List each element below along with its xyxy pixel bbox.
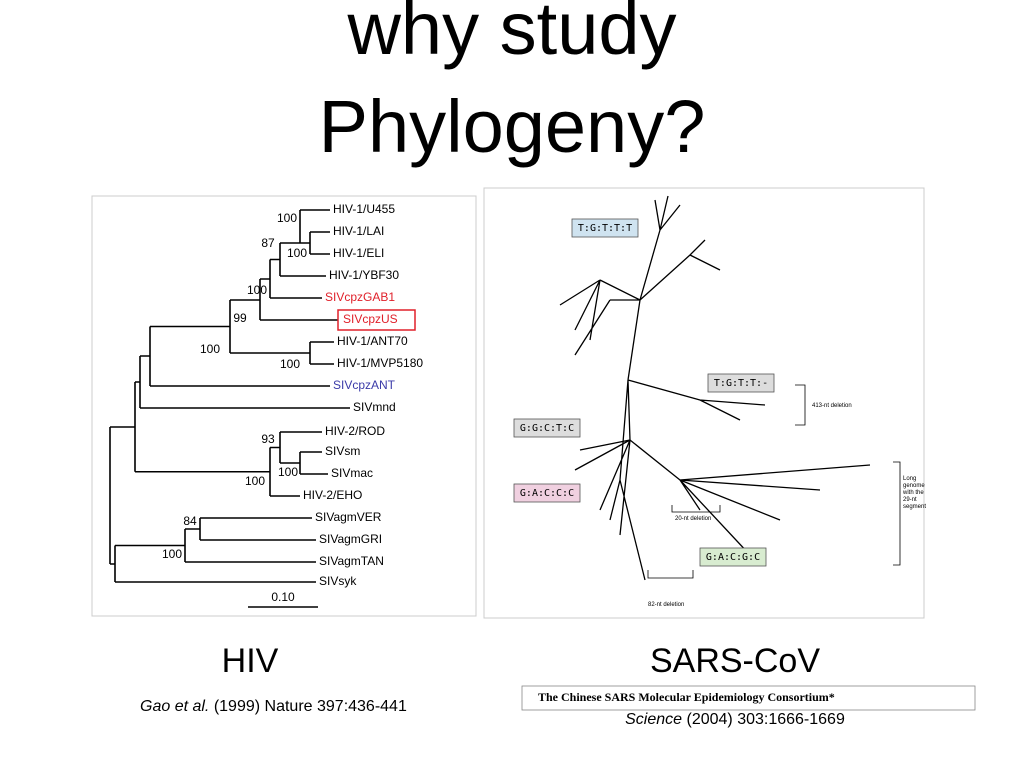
leaf-label: HIV-2/EHO (303, 488, 362, 502)
leaf-label: HIV-2/ROD (325, 424, 385, 438)
motif: T:G:T:T:T (578, 223, 632, 234)
caption-ref: Science (2004) 303:1666-1669 (625, 711, 845, 728)
bootstrap: 100 (277, 211, 297, 225)
bootstrap: 93 (261, 432, 275, 446)
note: Long (903, 476, 916, 482)
note: 413-nt deletion (812, 403, 852, 409)
caption-name: HIV (222, 642, 279, 680)
note: segment (903, 504, 926, 510)
motif: G:A:C:G:C (706, 552, 760, 563)
motif: G:A:C:C:C (520, 488, 574, 499)
panel (91, 195, 477, 617)
bootstrap: 100 (162, 547, 182, 561)
leaf-label: SIVcpzANT (333, 378, 396, 392)
motif-box (513, 418, 581, 438)
leaf-label: HIV-1/ANT70 (337, 334, 408, 348)
highlight-box (337, 309, 416, 331)
note: 82-nt deletion (648, 602, 684, 608)
leaf-label: SIVmnd (353, 400, 396, 414)
authors: Gao et al. (140, 698, 209, 715)
motif-box (699, 547, 767, 567)
bootstrap: 100 (278, 465, 298, 479)
motif-box (707, 373, 775, 393)
bootstrap: 100 (245, 474, 265, 488)
motif: T:G:T:T:- (714, 378, 768, 389)
note: 29-nt (903, 497, 917, 503)
hiv-tree: 0.10 HIV-1/U455 HIV-1/LAI HIV-1/ELI HIV-1/Y… (91, 195, 477, 617)
title-line: why study (346, 0, 676, 70)
bootstrap: 100 (280, 357, 300, 371)
consortium: The Chinese SARS Molecular Epidemiology … (538, 690, 835, 704)
leaf-label: SIVmac (331, 466, 373, 480)
note: genome (903, 483, 925, 489)
leaf-label: SIVcpzGAB1 (325, 290, 395, 304)
motif-box (571, 218, 639, 238)
leaf-label: SIVsm (325, 444, 360, 458)
bootstrap: 87 (261, 236, 275, 250)
brackets (647, 384, 901, 579)
bootstrap: 100 (200, 342, 220, 356)
leaf-label: SIVagmVER (315, 510, 382, 524)
leaf-label: HIV-1/ELI (333, 246, 384, 260)
bootstrap: 100 (247, 283, 267, 297)
motif-box (513, 483, 581, 503)
note: 20-nt deletion (675, 516, 711, 522)
leaf-label: SIVagmGRI (319, 532, 382, 546)
bootstrap: 84 (183, 514, 197, 528)
bootstrap: 99 (233, 311, 247, 325)
leaf-label: HIV-1/YBF30 (329, 268, 399, 282)
leaf-label: HIV-1/LAI (333, 224, 384, 238)
citation: (1999) Nature 397:436-441 (214, 698, 407, 715)
branches (559, 195, 871, 581)
scale-label: 0.10 (271, 590, 295, 604)
branches (109, 209, 350, 583)
consortium-box (521, 685, 976, 711)
leaf-label: HIV-1/MVP5180 (337, 356, 423, 370)
citation: (2004) 303:1666-1669 (687, 711, 845, 728)
panel (483, 187, 925, 619)
title-line: Phylogeny? (319, 85, 706, 168)
leaf-label: HIV-1/U455 (333, 202, 395, 216)
bootstrap: 100 (287, 246, 307, 260)
leaf-label: SIVagmTAN (319, 554, 384, 568)
leaf-label: SIVcpzUS (343, 312, 398, 326)
sars-tree: T:G:T:T:T T:G:T:T:- G:G:C:T:C G:A:C:C:C G:A:… (483, 187, 926, 619)
motif: G:G:C:T:C (520, 423, 574, 434)
caption-name: SARS-CoV (650, 642, 820, 680)
leaf-label: SIVsyk (319, 574, 357, 588)
journal: Science (625, 711, 682, 728)
note: with the (902, 490, 924, 496)
caption-ref: Gao et al. (1999) Nature 397:436-441 (140, 698, 407, 715)
